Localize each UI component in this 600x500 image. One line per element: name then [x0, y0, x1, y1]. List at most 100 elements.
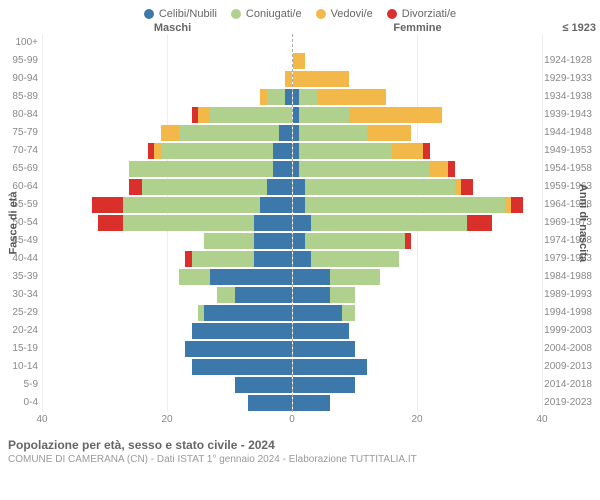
bar-segment-coniugati — [305, 197, 505, 213]
bar-row — [42, 322, 292, 340]
birth-tick: 1989-1993 — [542, 286, 592, 304]
x-tick: 0 — [289, 414, 295, 425]
age-tick: 5-9 — [0, 376, 38, 394]
bar-segment-coniugati — [299, 107, 349, 123]
bar-segment-celibi — [185, 341, 291, 357]
age-tick: 95-99 — [0, 52, 38, 70]
birth-first-header: ≤ 1923 — [540, 22, 600, 34]
bar-row — [42, 142, 292, 160]
birth-tick: 1944-1948 — [542, 124, 592, 142]
bar-row — [42, 250, 292, 268]
bar-segment-coniugati — [179, 125, 279, 141]
bar-segment-celibi — [293, 215, 312, 231]
legend-swatch — [387, 9, 397, 19]
birth-tick — [542, 34, 592, 52]
bar-segment-celibi — [192, 359, 292, 375]
birth-tick: 1999-2003 — [542, 322, 592, 340]
legend-item: Celibi/Nubili — [144, 8, 217, 20]
bar-row — [293, 160, 543, 178]
bar-segment-celibi — [293, 179, 305, 195]
bar-row — [293, 322, 543, 340]
legend-item: Coniugati/e — [231, 8, 302, 20]
bar-segment-coniugati — [299, 161, 430, 177]
bar-segment-celibi — [204, 305, 291, 321]
bar-segment-celibi — [293, 251, 312, 267]
bar-row — [42, 52, 292, 70]
bar-segment-vedovi — [293, 71, 349, 87]
male-bars — [42, 34, 293, 412]
bar-segment-vedovi — [392, 143, 423, 159]
bar-segment-coniugati — [330, 269, 380, 285]
bar-segment-coniugati — [192, 251, 254, 267]
female-bars — [293, 34, 543, 412]
bar-row — [293, 88, 543, 106]
age-tick: 20-24 — [0, 322, 38, 340]
bar-row — [293, 250, 543, 268]
bar-segment-celibi — [285, 89, 291, 105]
bar-segment-celibi — [279, 125, 291, 141]
birth-tick: 1929-1933 — [542, 70, 592, 88]
legend-label: Divorziati/e — [402, 8, 456, 20]
bar-segment-vedovi — [367, 125, 411, 141]
bar-row — [42, 394, 292, 412]
bar-segment-celibi — [235, 377, 291, 393]
bar-segment-coniugati — [342, 305, 354, 321]
bar-segment-coniugati — [299, 125, 368, 141]
legend-swatch — [231, 9, 241, 19]
bar-segment-celibi — [267, 179, 292, 195]
bar-segment-coniugati — [330, 287, 355, 303]
bar-segment-coniugati — [217, 287, 236, 303]
birth-tick: 1994-1998 — [542, 304, 592, 322]
bar-segment-vedovi — [430, 161, 449, 177]
x-tick: 20 — [161, 414, 172, 425]
x-ticks: 402002040 — [42, 414, 542, 428]
bar-segment-vedovi — [349, 107, 443, 123]
chart-area: Fasce di età 100+95-9990-9485-8980-8475-… — [0, 34, 600, 412]
age-tick: 75-79 — [0, 124, 38, 142]
bar-segment-celibi — [293, 287, 330, 303]
birth-tick: 2014-2018 — [542, 376, 592, 394]
bar-segment-coniugati — [204, 233, 254, 249]
chart-subtitle: COMUNE DI CAMERANA (CN) - Dati ISTAT 1° … — [8, 454, 592, 465]
bar-segment-celibi — [260, 197, 291, 213]
age-tick: 90-94 — [0, 70, 38, 88]
bar-segment-divorziati — [405, 233, 411, 249]
bar-segment-vedovi — [317, 89, 386, 105]
bar-row — [42, 304, 292, 322]
age-tick: 70-74 — [0, 142, 38, 160]
age-tick: 65-69 — [0, 160, 38, 178]
bar-row — [293, 286, 543, 304]
bar-row — [42, 178, 292, 196]
bar-row — [293, 70, 543, 88]
bar-segment-vedovi — [161, 125, 180, 141]
bar-row — [42, 214, 292, 232]
bar-row — [42, 376, 292, 394]
bar-segment-divorziati — [511, 197, 523, 213]
bar-segment-celibi — [293, 269, 330, 285]
bar-row — [293, 196, 543, 214]
bar-row — [42, 106, 292, 124]
birth-tick: 2009-2013 — [542, 358, 592, 376]
bar-row — [42, 70, 292, 88]
bar-segment-coniugati — [267, 89, 286, 105]
legend-swatch — [144, 9, 154, 19]
male-header: Maschi — [50, 22, 295, 34]
age-tick: 35-39 — [0, 268, 38, 286]
bar-row — [42, 358, 292, 376]
x-tick: 40 — [36, 414, 47, 425]
bar-row — [42, 34, 292, 52]
bar-row — [42, 124, 292, 142]
birth-tick: 1954-1958 — [542, 160, 592, 178]
age-tick: 80-84 — [0, 106, 38, 124]
bar-segment-celibi — [254, 233, 291, 249]
bar-segment-coniugati — [299, 89, 318, 105]
bar-segment-coniugati — [305, 233, 405, 249]
birth-tick: 1934-1938 — [542, 88, 592, 106]
bar-row — [293, 214, 543, 232]
birth-tick: 2004-2008 — [542, 340, 592, 358]
bar-segment-celibi — [254, 251, 291, 267]
bar-row — [293, 358, 543, 376]
birth-tick: 1939-1943 — [542, 106, 592, 124]
bar-segment-coniugati — [142, 179, 267, 195]
age-tick: 10-14 — [0, 358, 38, 376]
